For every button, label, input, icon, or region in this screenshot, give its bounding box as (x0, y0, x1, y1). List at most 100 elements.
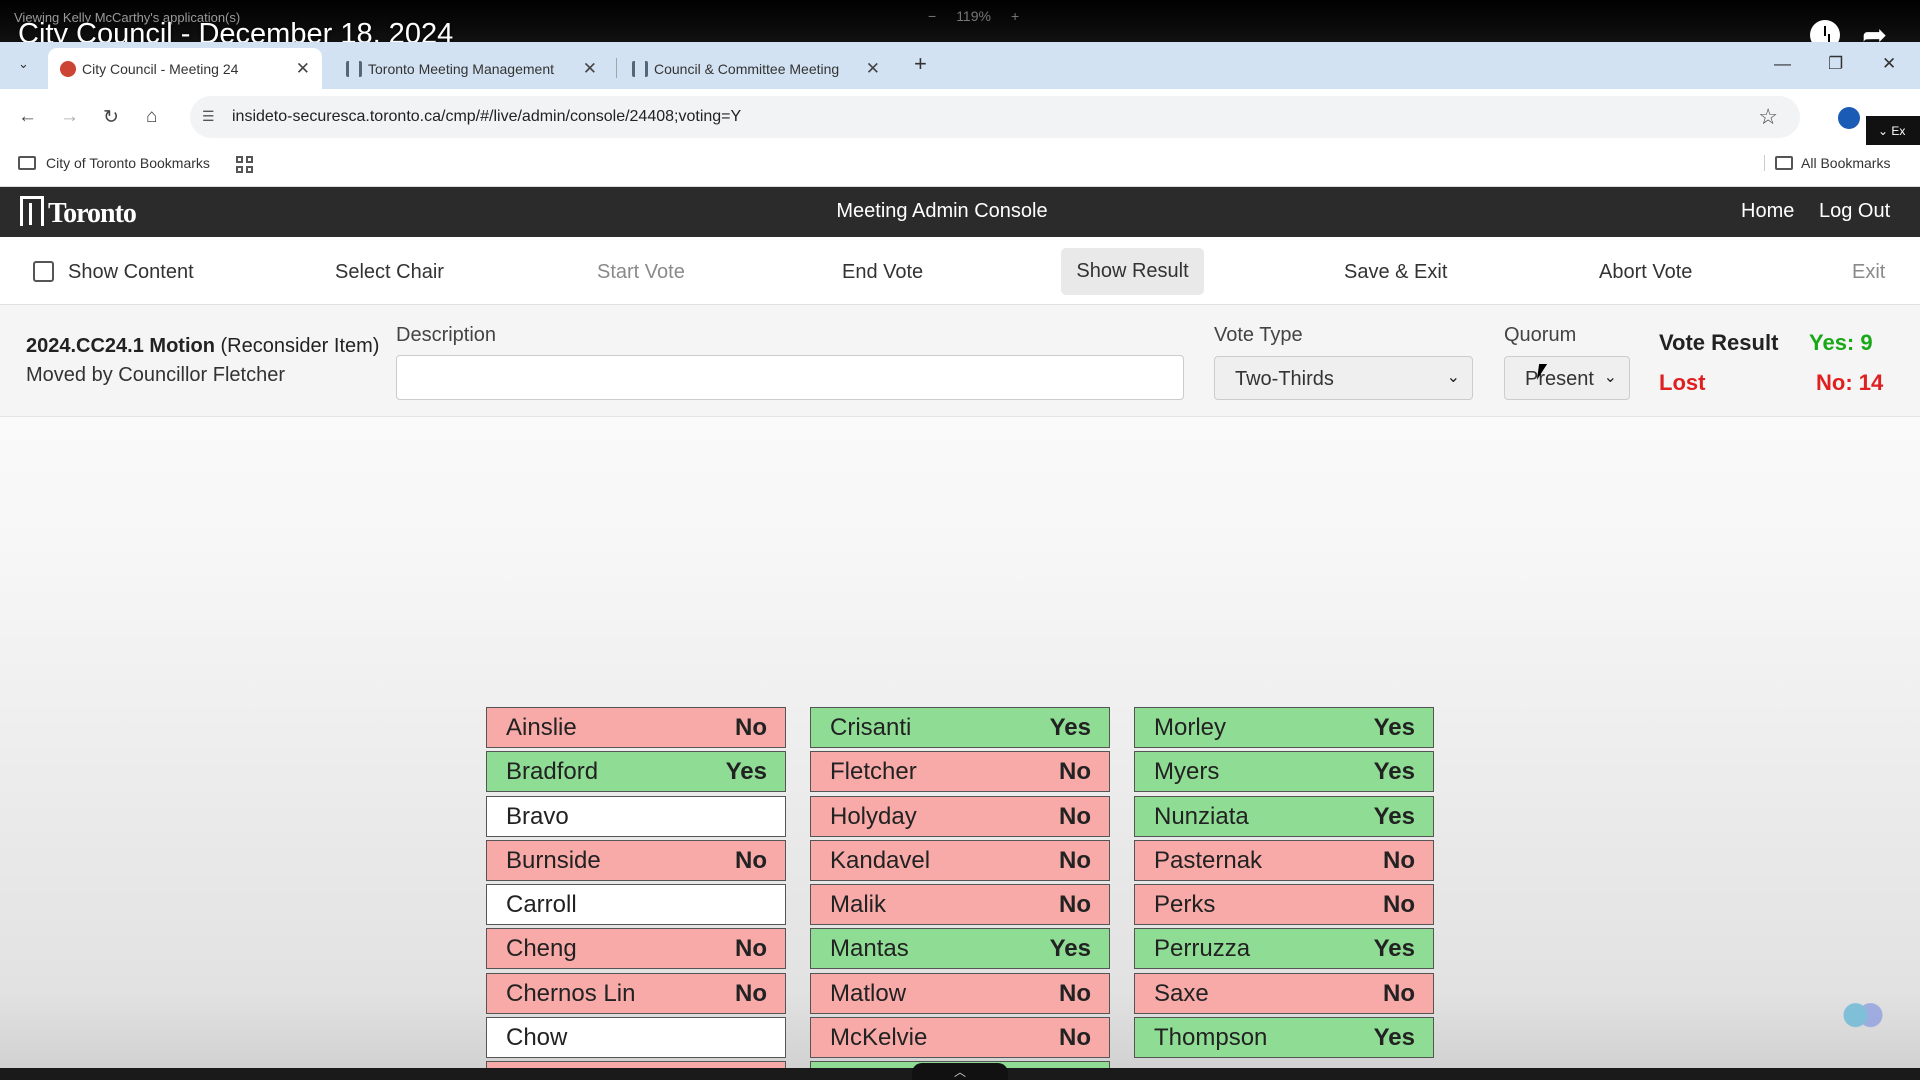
start-vote-button[interactable]: Start Vote (597, 261, 685, 283)
member-vote-cell[interactable]: Saxe No (1134, 972, 1434, 1014)
member-vote-cell[interactable]: Perruzza Yes (1134, 928, 1434, 970)
member-vote-cell[interactable]: Carroll (486, 884, 786, 925)
member-vote: Yes (725, 758, 767, 786)
exit-button[interactable]: Exit (1852, 261, 1886, 283)
member-vote: No (1383, 846, 1415, 874)
tab-label: Council & Committee Meeting (654, 61, 840, 77)
member-name: Ainslie (506, 714, 577, 741)
video-overlay-bar (0, 0, 1920, 42)
bookmark-star-icon[interactable]: ☆ (1758, 104, 1778, 129)
member-vote: Yes (1373, 758, 1415, 786)
member-vote-cell[interactable]: Bradford Yes (486, 751, 786, 793)
save-exit-button[interactable]: Save & Exit (1344, 261, 1448, 283)
back-arrow-icon[interactable]: ← (18, 106, 37, 127)
member-vote-cell[interactable]: Mantas Yes (810, 928, 1110, 970)
member-vote-cell[interactable]: Burnside No (486, 839, 786, 881)
close-tab-icon[interactable]: ✕ (865, 59, 880, 78)
end-vote-button[interactable]: End Vote (842, 261, 924, 283)
vote-type-select[interactable]: Two-Thirds ⌄ (1214, 356, 1473, 400)
member-vote-cell[interactable]: Kandavel No (810, 839, 1110, 881)
new-tab-plus-icon[interactable]: + (914, 51, 927, 76)
member-vote-cell[interactable]: Cheng No (486, 928, 786, 970)
minimize-icon[interactable]: — (1774, 54, 1791, 73)
member-name: Malik (830, 891, 887, 918)
member-vote-cell[interactable]: Chernos Lin No (486, 972, 786, 1014)
meeting-admin-app: Toronto Meeting Admin Console Home Log O… (0, 187, 1920, 1080)
zoom-out-button[interactable]: − (928, 8, 937, 24)
member-column: Crisanti Yes Fletcher No Holyday No Kandavel No… (810, 707, 1110, 1080)
logout-link[interactable]: Log Out (1819, 200, 1891, 222)
show-result-button[interactable]: Show Result (1061, 248, 1204, 295)
restore-icon[interactable]: ❐ (1828, 54, 1844, 73)
member-vote-cell[interactable]: Crisanti Yes (810, 707, 1110, 748)
close-window-icon[interactable]: ✕ (1882, 54, 1897, 73)
logo-text: Toronto (48, 198, 137, 229)
member-vote-cell[interactable]: Morley Yes (1134, 707, 1434, 748)
member-vote: No (1059, 758, 1091, 786)
tab-toronto-meeting-management[interactable]: Toronto Meeting Management ✕ (334, 48, 609, 89)
browser-toolbar: ← → ↻ ⌂ ☰ insideto-securesca.toronto.ca/… (0, 89, 1920, 145)
member-vote: Yes (1373, 714, 1415, 741)
home-link[interactable]: Home (1741, 200, 1795, 222)
member-vote-cell[interactable]: Thompson Yes (1134, 1016, 1434, 1058)
member-vote-cell[interactable]: Fletcher No (810, 751, 1110, 793)
browser-tabstrip: ⌄ City Council - Meeting 24 ✕ Toronto Me… (0, 42, 1920, 89)
member-vote: No (1059, 1023, 1091, 1051)
motion-mover: Moved by Councillor Fletcher (26, 364, 285, 386)
select-chair-button[interactable]: Select Chair (335, 261, 444, 283)
member-vote-cell[interactable]: Nunziata Yes (1134, 795, 1434, 837)
member-vote-cell[interactable]: Bravo (486, 795, 786, 837)
tab-council-committee[interactable]: Council & Committee Meeting ✕ (620, 48, 892, 89)
member-name: Kandavel (830, 846, 931, 874)
tab-favicon-icon (60, 61, 76, 77)
member-vote-cell[interactable]: McKelvie No (810, 1016, 1110, 1058)
member-vote-cell[interactable]: Chow (486, 1016, 786, 1058)
member-vote-cell[interactable]: Perks No (1134, 884, 1434, 925)
city-hall-icon (20, 196, 44, 226)
url-text[interactable]: insideto-securesca.toronto.ca/cmp/#/live… (232, 108, 742, 125)
member-vote-cell[interactable]: Holyday No (810, 795, 1110, 837)
member-name: Crisanti (830, 714, 912, 741)
reload-icon[interactable]: ↻ (103, 107, 119, 128)
expand-chevron-icon[interactable]: ︿ (912, 1063, 1008, 1080)
zoom-in-button[interactable]: + (1010, 8, 1020, 24)
extension-popup[interactable]: ⌄ Ex (1866, 116, 1920, 150)
tab-list-chevron-icon[interactable]: ⌄ (18, 56, 29, 71)
member-vote-cell[interactable]: Pasternak No (1134, 839, 1434, 881)
profile-avatar-icon[interactable] (1838, 107, 1860, 129)
show-content-label[interactable]: Show Content (68, 261, 194, 283)
extension-label: Ex (1891, 124, 1906, 138)
member-name: Pasternak (1154, 846, 1263, 874)
member-name: Bradford (506, 758, 599, 786)
member-vote-cell[interactable]: Matlow No (810, 972, 1110, 1014)
member-vote-cell[interactable]: Malik No (810, 884, 1110, 925)
apps-grid-icon[interactable] (236, 156, 253, 173)
url-bar[interactable]: ☰ insideto-securesca.toronto.ca/cmp/#/li… (190, 96, 1800, 138)
site-settings-icon[interactable]: ☰ (202, 108, 215, 124)
all-bookmarks[interactable]: All Bookmarks (1764, 155, 1890, 171)
member-name: Nunziata (1154, 802, 1249, 830)
tab-favicon-icon (632, 61, 648, 77)
home-icon[interactable]: ⌂ (146, 106, 158, 127)
member-vote: Yes (1373, 935, 1415, 963)
forward-arrow-icon[interactable]: → (60, 106, 79, 127)
quorum-select[interactable]: Present ⌄ (1504, 356, 1630, 400)
tab-favicon-icon (346, 61, 362, 77)
member-vote-cell[interactable]: Myers Yes (1134, 751, 1434, 793)
member-vote-cell[interactable]: Ainslie No (486, 707, 786, 748)
bookmark-folder-toronto[interactable]: City of Toronto Bookmarks (18, 155, 210, 171)
watermark-logo-icon (1838, 998, 1888, 1036)
member-name: Carroll (506, 891, 577, 918)
close-tab-icon[interactable]: ✕ (295, 59, 310, 78)
show-content-checkbox[interactable] (33, 261, 54, 282)
toronto-logo[interactable]: Toronto (20, 196, 137, 230)
member-name: Fletcher (830, 758, 917, 786)
member-name: Cheng (506, 935, 577, 963)
description-input[interactable] (396, 355, 1184, 400)
abort-vote-button[interactable]: Abort Vote (1599, 261, 1693, 283)
close-tab-icon[interactable]: ✕ (582, 59, 597, 78)
member-name: McKelvie (830, 1023, 928, 1051)
tab-city-council[interactable]: City Council - Meeting 24 ✕ (48, 48, 322, 89)
member-vote: No (1059, 846, 1091, 874)
